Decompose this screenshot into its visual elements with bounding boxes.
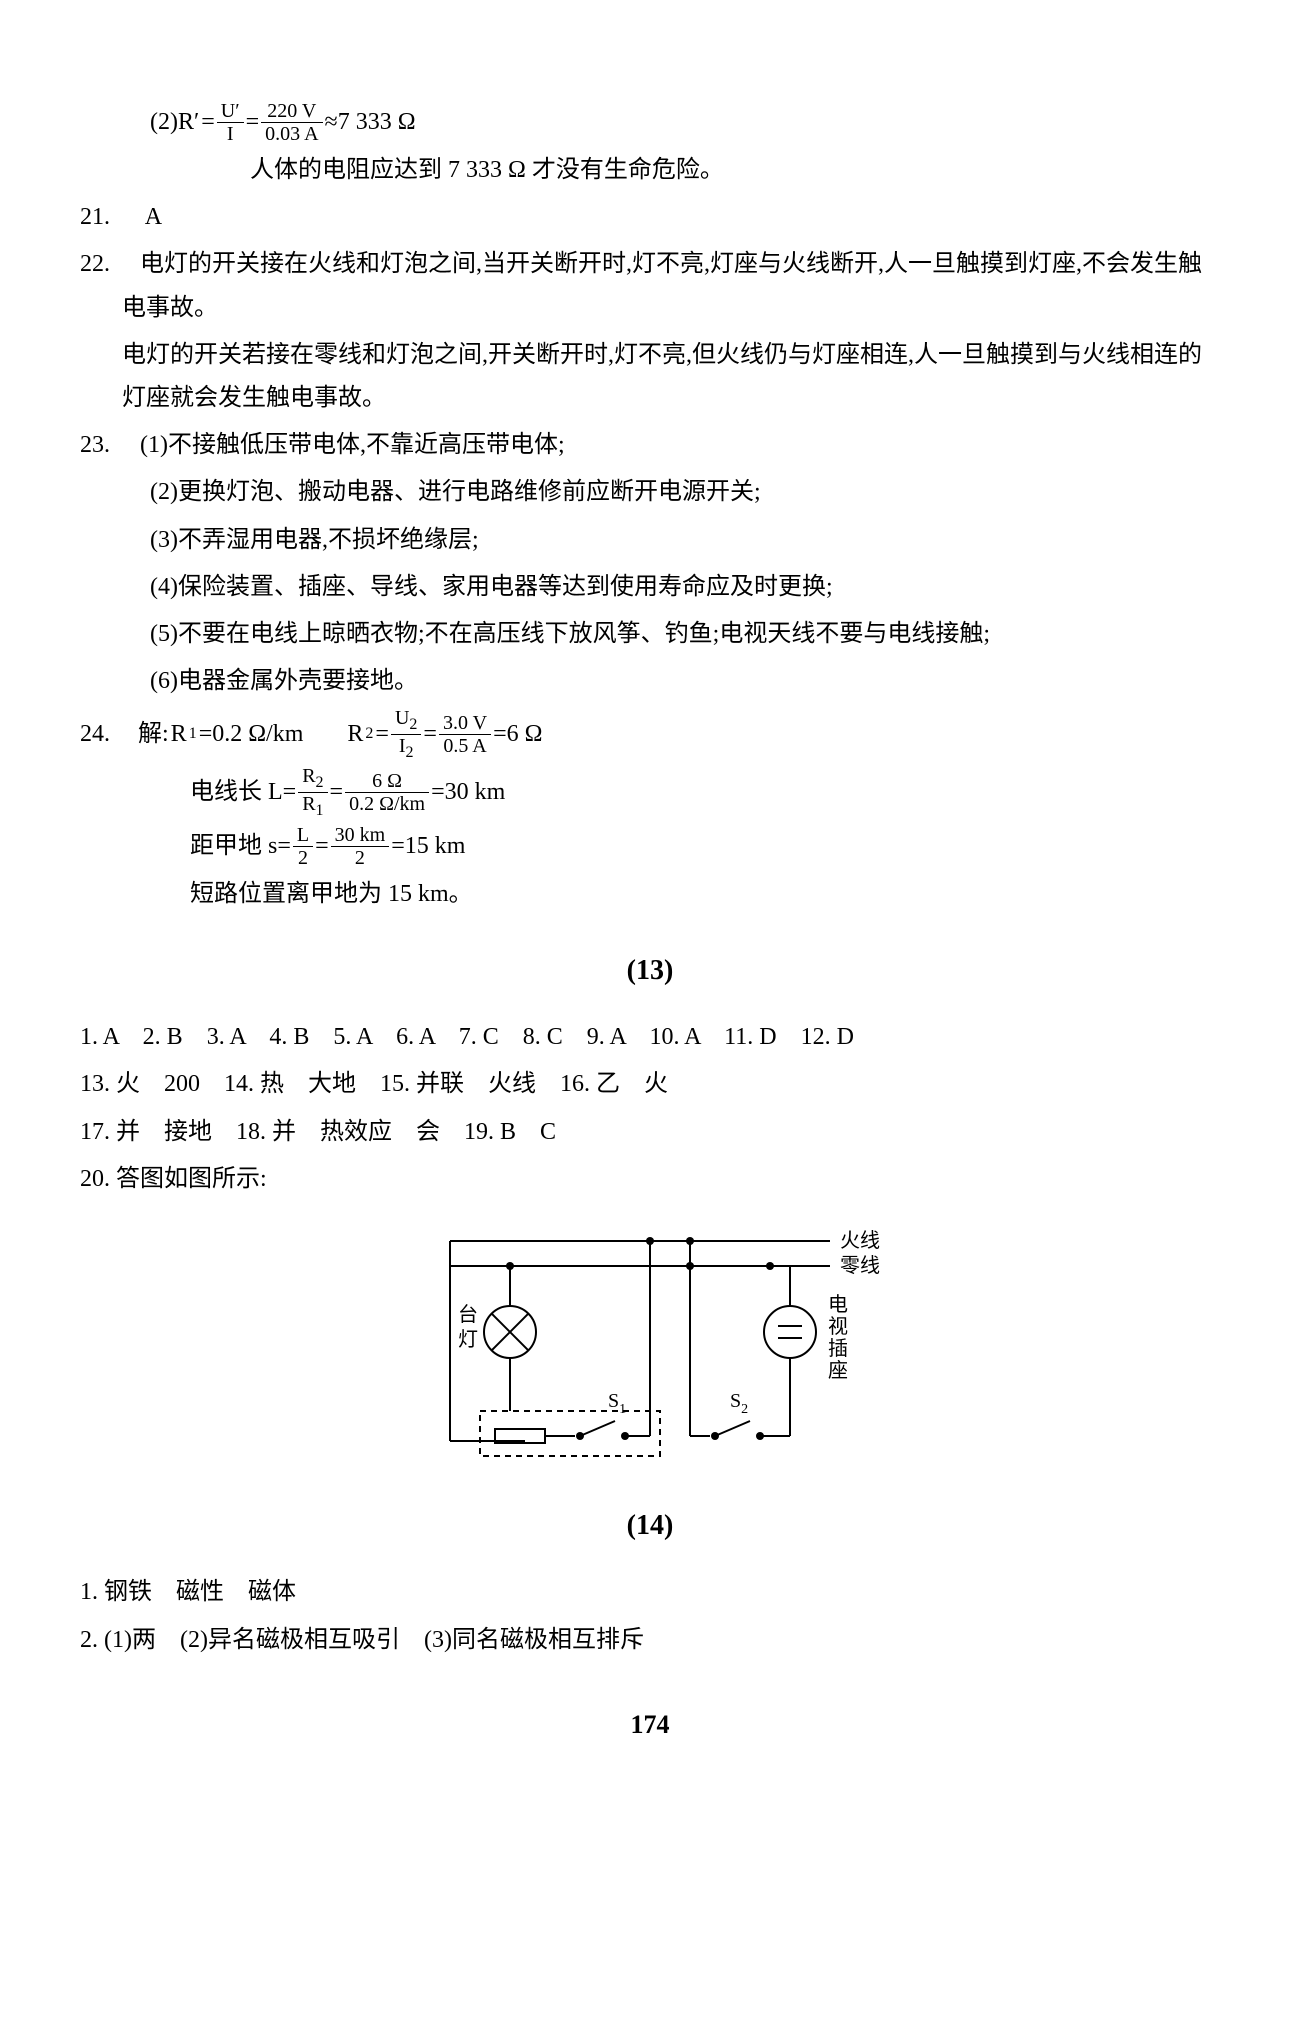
page-content: (2)R′ = U′ I = 220 V 0.03 A ≈7 333 Ω 人体的…: [80, 100, 1220, 1749]
label-lamp2: 灯: [458, 1328, 478, 1351]
denominator: I: [217, 123, 244, 145]
fraction: 30 km 2: [331, 824, 390, 869]
section-14-title: (14): [80, 1501, 1220, 1551]
fraction: R2 R1: [298, 765, 327, 819]
section-13-title: (13): [80, 946, 1220, 996]
text: ≈7 333 Ω: [325, 101, 416, 144]
denominator: I2: [391, 735, 421, 762]
text: =: [315, 825, 329, 868]
fraction: L 2: [293, 824, 313, 869]
numerator: U′: [217, 100, 244, 123]
fraction: 220 V 0.03 A: [261, 100, 322, 145]
text: 电灯的开关若接在零线和灯泡之间,开关断开时,灯不亮,但火线仍与灯座相连,人一旦触…: [122, 342, 1202, 411]
denominator: R1: [298, 793, 327, 820]
fraction: 6 Ω 0.2 Ω/km: [345, 770, 429, 815]
label-tv2: 视: [828, 1315, 848, 1338]
sec13-line20: 20. 答图如图所示:: [80, 1158, 1220, 1201]
label-s1: S1: [608, 1390, 626, 1417]
fraction: U′ I: [217, 100, 244, 145]
q24-s: 距甲地 s= L 2 = 30 km 2 =15 km: [80, 824, 1220, 869]
q24-conclusion: 短路位置离甲地为 15 km。: [80, 873, 1220, 916]
sec13-line17: 17. 并 接地 18. 并 热效应 会 19. B C: [80, 1111, 1220, 1154]
q24-L: 电线长 L= R2 R1 = 6 Ω 0.2 Ω/km =30 km: [80, 765, 1220, 819]
sub: 2: [365, 720, 373, 749]
text: =0.2 Ω/km: [199, 713, 304, 756]
text: =15 km: [391, 825, 465, 868]
text: =: [375, 713, 389, 756]
q23-2: (2)更换灯泡、搬动电器、进行电路维修前应断开电源开关;: [80, 471, 1220, 514]
text: =: [330, 771, 344, 814]
label-tv1: 电: [828, 1293, 848, 1316]
text: =30 km: [431, 771, 505, 814]
denominator: 0.2 Ω/km: [345, 793, 429, 815]
label-lamp1: 台: [458, 1303, 478, 1326]
label: 22.: [80, 251, 110, 277]
text: =6 Ω: [493, 713, 542, 756]
label: 21.: [80, 204, 110, 230]
q23-3: (3)不弄湿用电器,不损坏绝缘层;: [80, 519, 1220, 562]
numerator: 3.0 V: [439, 712, 491, 735]
label: 23.: [80, 432, 110, 458]
denominator: 2: [293, 847, 313, 869]
label: 24.: [80, 713, 110, 756]
text: =: [201, 101, 215, 144]
numerator: U2: [391, 707, 421, 735]
q21: 21. A: [80, 196, 1220, 239]
q23-5: (5)不要在电线上晾晒衣物;不在高压线下放风筝、钓鱼;电视天线不要与电线接触;: [80, 613, 1220, 656]
sec13-mcq: 1. A 2. B 3. A 4. B 5. A 6. A 7. C 8. C …: [80, 1016, 1220, 1059]
q23-6: (6)电器金属外壳要接地。: [80, 660, 1220, 703]
text: 距甲地 s=: [190, 825, 291, 868]
text: 解:: [138, 713, 169, 756]
circuit-diagram: 火线 零线 台 灯 电 视 插 座 S1 S2: [390, 1211, 910, 1471]
text: =: [246, 101, 260, 144]
fraction: 3.0 V 0.5 A: [439, 712, 491, 757]
numerator: 30 km: [331, 824, 390, 847]
text: (1)不接触低压带电体,不靠近高压带电体;: [140, 432, 565, 458]
fraction: U2 I2: [391, 707, 421, 761]
denominator: 2: [331, 847, 390, 869]
q20-2-equation: (2)R′ = U′ I = 220 V 0.03 A ≈7 333 Ω: [80, 100, 1220, 145]
label-tv3: 插: [828, 1337, 848, 1360]
text: (2)R′: [150, 101, 199, 144]
text: 电灯的开关接在火线和灯泡之间,当开关断开时,灯不亮,灯座与火线断开,人一旦触摸到…: [122, 251, 1202, 320]
denominator: 0.5 A: [439, 735, 491, 757]
text: R: [171, 713, 187, 756]
answer: A: [145, 204, 162, 230]
q24-line1: 24. 解: R1 =0.2 Ω/km R2 = U2 I2 = 3.0 V 0…: [80, 707, 1220, 761]
sec14-q2: 2. (1)两 (2)异名磁极相互吸引 (3)同名磁极相互排斥: [80, 1619, 1220, 1662]
label-live: 火线: [840, 1229, 880, 1252]
numerator: 220 V: [261, 100, 322, 123]
sec13-line13: 13. 火 200 14. 热 大地 15. 并联 火线 16. 乙 火: [80, 1063, 1220, 1106]
numerator: 6 Ω: [345, 770, 429, 793]
q23-4: (4)保险装置、插座、导线、家用电器等达到使用寿命应及时更换;: [80, 566, 1220, 609]
text: =: [423, 713, 437, 756]
label-s2: S2: [730, 1390, 748, 1417]
numerator: L: [293, 824, 313, 847]
sub: 1: [189, 720, 197, 749]
q20-note: 人体的电阻应达到 7 333 Ω 才没有生命危险。: [80, 149, 1220, 192]
label-tv4: 座: [828, 1359, 848, 1382]
page-number: 174: [80, 1702, 1220, 1749]
sec14-q1: 1. 钢铁 磁性 磁体: [80, 1571, 1220, 1614]
q22-p2: 电灯的开关若接在零线和灯泡之间,开关断开时,灯不亮,但火线仍与灯座相连,人一旦触…: [80, 334, 1220, 420]
label-neutral: 零线: [840, 1254, 880, 1277]
text: 电线长 L=: [190, 771, 296, 814]
denominator: 0.03 A: [261, 123, 322, 145]
numerator: R2: [298, 765, 327, 793]
q23-1: 23. (1)不接触低压带电体,不靠近高压带电体;: [80, 424, 1220, 467]
q22: 22. 电灯的开关接在火线和灯泡之间,当开关断开时,灯不亮,灯座与火线断开,人一…: [80, 243, 1220, 329]
text: R: [347, 713, 363, 756]
